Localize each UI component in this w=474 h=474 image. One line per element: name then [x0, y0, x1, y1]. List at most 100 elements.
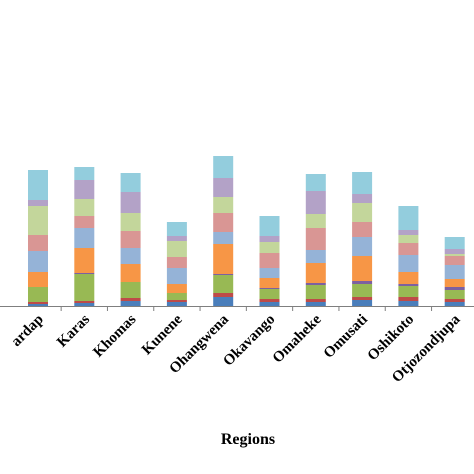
bar-segment-oshikoto-3 [398, 286, 419, 297]
bar-segment-khomas-8 [120, 231, 141, 248]
bar-segment-hardap-9 [28, 206, 48, 235]
bar-segment-khomas-10 [120, 192, 141, 213]
bar-segment-kunene-6 [166, 284, 187, 293]
bar-segment-karas-4 [74, 273, 95, 274]
bar-segment-omaheke-11 [305, 174, 326, 191]
bar-segment-hardap-3 [28, 287, 48, 302]
bar-segment-otjozondjupa-8 [444, 256, 465, 265]
bar-segment-otjozondjupa-1 [444, 302, 465, 306]
bar-segment-okavango-7 [259, 268, 280, 278]
bar-segment-omusati-8 [352, 222, 373, 237]
bar-segment-kunene-7 [166, 268, 187, 284]
bar-segment-otjozondjupa-10 [444, 249, 465, 254]
bar-segment-oshikoto-9 [398, 235, 419, 243]
bar-segment-otjozondjupa-7 [444, 265, 465, 279]
bar-segment-oshikoto-10 [398, 230, 419, 235]
bar-segment-oshikoto-4 [398, 284, 419, 286]
bar-segment-okavango-1 [259, 302, 280, 306]
bar-segment-okavango-4 [259, 288, 280, 289]
bar-segment-karas-1 [74, 303, 95, 306]
bar-segment-omusati-4 [352, 281, 373, 284]
x-tick-label-omaheke: Omaheke [270, 311, 325, 366]
bar-segment-omaheke-9 [305, 214, 326, 228]
bar-segment-karas-7 [74, 228, 95, 248]
bar-segment-omusati-7 [352, 237, 373, 256]
bar-segment-hardap-6 [28, 272, 48, 287]
bar-segment-ohangwena-2 [213, 293, 234, 297]
bar-segment-omusati-11 [352, 172, 373, 194]
bar-segment-omusati-10 [352, 194, 373, 203]
bar-segment-ohangwena-3 [213, 275, 234, 293]
bar-segment-otjozondjupa-11 [444, 237, 465, 249]
bar-segment-kunene-3 [166, 293, 187, 300]
bar-segment-hardap-11 [28, 170, 48, 200]
bar-segment-omaheke-10 [305, 191, 326, 214]
bar-segment-omaheke-4 [305, 283, 326, 285]
bar-segment-karas-9 [74, 199, 95, 216]
bar-segment-khomas-6 [120, 264, 141, 282]
bar-segment-oshikoto-1 [398, 301, 419, 306]
bar-segment-ohangwena-8 [213, 213, 234, 232]
x-tick-label-khomas: Khomas [90, 311, 139, 360]
bar-segment-khomas-1 [120, 301, 141, 306]
bars-group [28, 156, 465, 306]
bar-segment-omusati-9 [352, 203, 373, 222]
bar-segment-omaheke-7 [305, 250, 326, 263]
bar-segment-okavango-11 [259, 216, 280, 236]
bar-segment-oshikoto-2 [398, 297, 419, 301]
x-axis-title: Regions [221, 431, 275, 448]
x-axis-ticks [60, 306, 433, 311]
x-tick-label-hardap: ardap [8, 312, 46, 350]
bar-segment-ohangwena-11 [213, 156, 234, 178]
bar-segment-karas-10 [74, 180, 95, 199]
bar-segment-oshikoto-6 [398, 272, 419, 284]
x-tick-label-kunene: Kunene [139, 311, 186, 358]
bar-segment-ohangwena-9 [213, 197, 234, 213]
bar-segment-okavango-2 [259, 299, 280, 302]
bar-segment-khomas-3 [120, 282, 141, 298]
bar-segment-ohangwena-10 [213, 178, 234, 197]
x-tick-label-karas: Karas [54, 311, 93, 350]
bar-segment-otjozondjupa-6 [444, 279, 465, 287]
bar-segment-kunene-9 [166, 241, 187, 257]
bar-segment-kunene-11 [166, 222, 187, 236]
bar-segment-hardap-1 [28, 304, 48, 306]
x-tick-label-omusati: Omusati [321, 312, 371, 362]
bar-segment-omaheke-8 [305, 228, 326, 250]
bar-segment-omaheke-2 [305, 299, 326, 302]
bar-segment-otjozondjupa-2 [444, 299, 465, 302]
bar-segment-ohangwena-6 [213, 244, 234, 274]
bar-segment-otjozondjupa-3 [444, 290, 465, 299]
bar-segment-hardap-10 [28, 200, 48, 206]
bar-segment-oshikoto-11 [398, 206, 419, 230]
bar-segment-ohangwena-1 [213, 297, 234, 306]
bar-segment-hardap-2 [28, 302, 48, 304]
bar-segment-okavango-6 [259, 278, 280, 288]
bar-segment-khomas-9 [120, 213, 141, 231]
bar-segment-karas-2 [74, 301, 95, 303]
bar-segment-okavango-9 [259, 242, 280, 253]
bar-segment-karas-6 [74, 248, 95, 273]
bar-segment-hardap-8 [28, 235, 48, 251]
bar-segment-omaheke-3 [305, 285, 326, 299]
bar-segment-karas-11 [74, 167, 95, 180]
bar-segment-omusati-2 [352, 297, 373, 300]
bar-segment-okavango-8 [259, 253, 280, 268]
bar-segment-okavango-10 [259, 236, 280, 242]
bar-segment-kunene-2 [166, 300, 187, 302]
bar-segment-okavango-3 [259, 289, 280, 299]
bar-segment-omaheke-1 [305, 302, 326, 306]
bar-segment-oshikoto-7 [398, 255, 419, 272]
bar-segment-oshikoto-8 [398, 243, 419, 255]
bar-segment-hardap-7 [28, 251, 48, 272]
bar-segment-kunene-10 [166, 236, 187, 241]
bar-segment-karas-3 [74, 274, 95, 301]
bar-segment-omusati-1 [352, 300, 373, 306]
bar-segment-omusati-3 [352, 284, 373, 297]
bar-segment-ohangwena-4 [213, 274, 234, 275]
bar-segment-omaheke-6 [305, 263, 326, 283]
bar-segment-kunene-8 [166, 257, 187, 268]
bar-segment-ohangwena-7 [213, 232, 234, 244]
